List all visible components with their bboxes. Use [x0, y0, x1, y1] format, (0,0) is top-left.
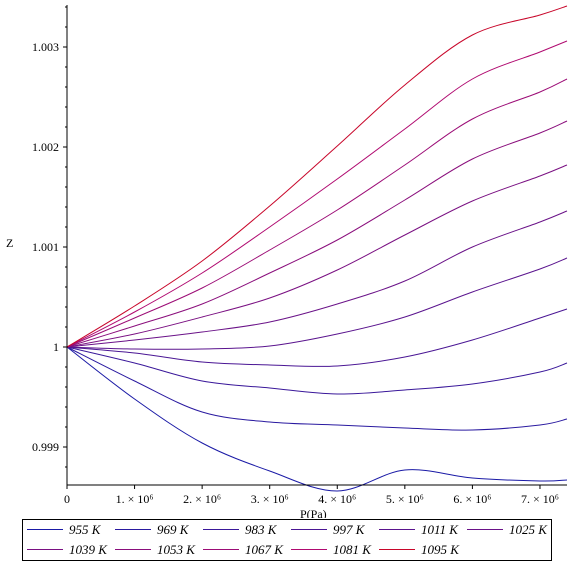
x-tick-label: 4. × 10⁶	[318, 492, 356, 506]
legend-item: 969 K	[111, 520, 199, 540]
y-axis-label: Z	[6, 236, 13, 250]
x-tick-label: 7. × 10⁶	[521, 492, 559, 506]
y-tick-label: 1	[53, 340, 59, 354]
y-tick-label: 1.003	[32, 40, 59, 54]
series-line-1039-k	[66, 164, 568, 348]
series-line-1095-k	[66, 5, 568, 348]
legend-swatch	[379, 549, 415, 550]
y-tick-label: 1.001	[32, 240, 59, 254]
y-ticks: 0.999 1 1.001 1.002 1.003	[32, 6, 67, 468]
legend-swatch	[203, 549, 239, 550]
legend-label: 1081 K	[333, 542, 371, 557]
legend-label: 983 K	[245, 522, 277, 537]
series-line-1081-k	[66, 40, 568, 348]
legend-swatch	[379, 529, 415, 530]
x-ticks: 0 1. × 10⁶ 2. × 10⁶ 3. × 10⁶ 4. × 10⁶ 5. × 10…	[64, 485, 559, 506]
legend-item: 1067 K	[199, 540, 287, 560]
legend-label: 1095 K	[421, 542, 459, 557]
legend-item: 1053 K	[111, 540, 199, 560]
legend-swatch	[27, 549, 63, 550]
legend-label: 955 K	[69, 522, 101, 537]
legend-label: 1067 K	[245, 542, 283, 557]
x-tick-label: 1. × 10⁶	[116, 492, 154, 506]
series-line-983-k	[66, 346, 568, 395]
legend-label: 1025 K	[509, 522, 547, 537]
series-line-969-k	[66, 346, 568, 431]
legend-item: 983 K	[199, 520, 287, 540]
chart: 0.999 1 1.001 1.002 1.003 0 1. × 10⁶ 2. × 10⁶ 3…	[6, 5, 568, 518]
legend-item: 1039 K	[23, 540, 111, 560]
legend-swatch	[115, 529, 151, 530]
series-line-955-k	[66, 346, 568, 492]
legend-item: 1011 K	[375, 520, 463, 540]
series-line-1053-k	[66, 120, 568, 348]
x-tick-label: 3. × 10⁶	[251, 492, 289, 506]
series-line-1011-k	[66, 257, 568, 350]
series-line-1025-k	[66, 210, 568, 348]
legend-label: 1039 K	[69, 542, 107, 557]
legend-item: 1095 K	[375, 540, 463, 560]
legend-swatch	[291, 529, 327, 530]
legend-swatch	[291, 549, 327, 550]
legend-label: 969 K	[157, 522, 189, 537]
series-line-997-k	[66, 308, 568, 367]
x-tick-label: 0	[64, 492, 70, 506]
legend-label: 1011 K	[421, 522, 458, 537]
legend-label: 1053 K	[157, 542, 195, 557]
legend-swatch	[27, 529, 63, 530]
x-tick-label: 5. × 10⁶	[386, 492, 424, 506]
legend-swatch	[467, 529, 503, 530]
series-lines	[66, 5, 568, 492]
legend-swatch	[115, 549, 151, 550]
legend-item: 955 K	[23, 520, 111, 540]
legend-item: 997 K	[287, 520, 375, 540]
x-axis-label: P(Pa)	[300, 507, 327, 518]
legend-item: 1081 K	[287, 540, 375, 560]
legend-label: 997 K	[333, 522, 365, 537]
series-line-1067-k	[66, 78, 568, 348]
y-tick-label: 1.002	[32, 140, 59, 154]
legend-swatch	[203, 529, 239, 530]
x-tick-label: 6. × 10⁶	[453, 492, 491, 506]
y-tick-label: 0.999	[32, 440, 59, 454]
legend-item: 1025 K	[463, 520, 551, 540]
legend: 955 K 969 K 983 K 997 K 1011 K 1025 K 1039 K 10…	[22, 519, 552, 561]
x-tick-label: 2. × 10⁶	[183, 492, 221, 506]
